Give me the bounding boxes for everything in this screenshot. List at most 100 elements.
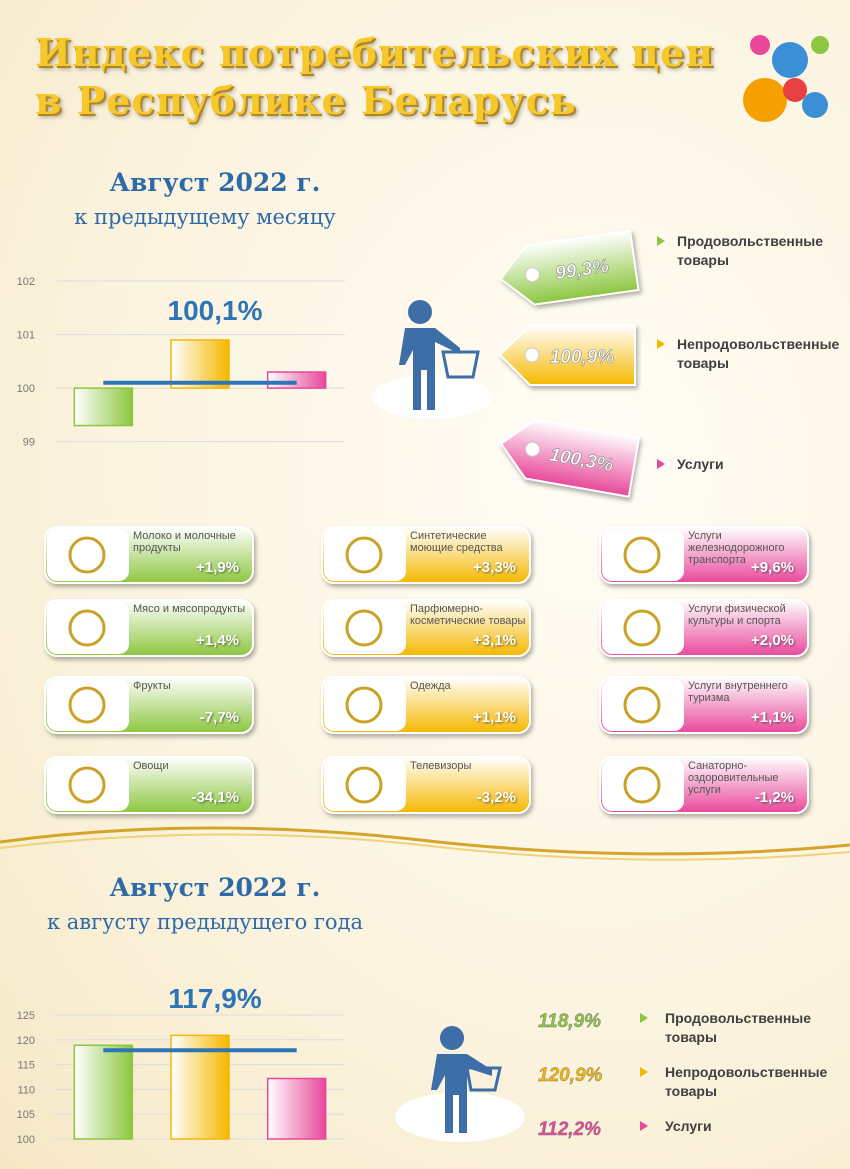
total-label: 117,9% — [168, 983, 262, 1014]
divider — [0, 833, 850, 861]
card-icon-area — [602, 759, 684, 811]
title-line: в Республике Беларусь — [35, 78, 577, 123]
legend-label: Продовольственные товары — [665, 1010, 812, 1045]
tag-hole — [524, 267, 540, 283]
card-label: Услуги железнодорожного транспорта — [688, 530, 785, 566]
legend-marker — [657, 339, 665, 349]
card-label: Овощи — [133, 760, 169, 772]
person-icon — [395, 1026, 525, 1142]
value-label: 120,9% — [538, 1065, 603, 1086]
legend-marker — [657, 236, 665, 246]
y-tick-label: 105 — [17, 1109, 35, 1121]
card-value: -34,1% — [191, 789, 239, 806]
card-icon-area — [324, 529, 406, 581]
card-value: +1,1% — [473, 709, 516, 726]
card-icon — [345, 609, 383, 647]
value-tag: 99,3% — [499, 229, 640, 306]
tag-shape — [499, 229, 640, 306]
card-icon — [623, 536, 661, 574]
card-label: Мясо и мясопродукты — [133, 603, 246, 615]
legend-label: Непродовольственные товары — [665, 1064, 828, 1099]
card-label: Молоко и молочные продукты — [133, 530, 236, 554]
card-label: Услуги внутреннего туризма — [688, 680, 788, 704]
card-value: -3,2% — [476, 789, 516, 806]
card-label: Фрукты — [133, 680, 171, 692]
card-label: Одежда — [410, 680, 451, 692]
card-icon-area — [47, 759, 129, 811]
card-value: +3,3% — [473, 559, 516, 576]
card-icon-area — [47, 679, 129, 731]
legend-marker — [640, 1067, 648, 1077]
tag-shape — [499, 418, 641, 498]
card-icon-area — [602, 529, 684, 581]
total-label: 100,1% — [168, 295, 263, 326]
legend-marker — [640, 1013, 648, 1023]
value-tag: 100,9% — [498, 324, 636, 386]
value-label: 112,2% — [538, 1119, 601, 1140]
chart-title: Август 2022 г. — [109, 168, 321, 197]
y-tick-label: 100 — [17, 383, 35, 395]
logo-icon — [743, 35, 829, 122]
legend-marker — [640, 1121, 648, 1131]
y-tick-label: 110 — [17, 1084, 35, 1096]
card-value: +1,1% — [751, 709, 794, 726]
legend-label: Услуги — [665, 1118, 712, 1134]
y-tick-label: 125 — [17, 1010, 35, 1022]
card-value: -7,7% — [199, 709, 239, 726]
card-icon-area — [324, 602, 406, 654]
card-value: +1,4% — [196, 632, 239, 649]
card-label: Парфюмерно-косметические товары — [410, 603, 526, 627]
card-label: Телевизоры — [410, 760, 472, 772]
card-icon — [623, 766, 661, 804]
legend-label: Услуги — [677, 456, 724, 472]
bar — [73, 387, 134, 427]
y-tick-label: 102 — [17, 276, 35, 288]
card-value: +9,6% — [751, 559, 794, 576]
card-icon-area — [47, 529, 129, 581]
y-tick-label: 101 — [17, 330, 35, 342]
y-tick-label: 99 — [23, 437, 35, 449]
value-label: 100,9% — [550, 347, 615, 368]
person-icon — [372, 300, 492, 419]
value-tag: 100,3% — [499, 418, 641, 498]
card-icon — [68, 609, 106, 647]
title-line: Индекс потребительских цен — [35, 30, 715, 75]
bar — [266, 1077, 327, 1140]
y-tick-label: 120 — [17, 1035, 35, 1047]
card-icon-area — [324, 759, 406, 811]
bar — [266, 371, 327, 389]
value-label: 118,9% — [538, 1011, 601, 1032]
card-label: Синтетические моющие средства — [410, 530, 503, 554]
bar — [73, 1044, 134, 1140]
tag-hole — [525, 441, 541, 457]
chart-subtitle: к предыдущему месяцу — [74, 205, 336, 229]
card-label: Санаторно-оздоровительные услуги — [688, 760, 779, 796]
divider — [0, 826, 850, 856]
card-icon — [345, 766, 383, 804]
card-icon — [345, 536, 383, 574]
bar — [170, 1034, 230, 1140]
y-tick-label: 115 — [17, 1060, 35, 1072]
legend-label: Непродовольственные товары — [677, 336, 840, 371]
card-icon-area — [324, 679, 406, 731]
card-label: Услуги физической культуры и спорта — [688, 603, 786, 627]
tag-hole — [524, 347, 540, 363]
card-icon — [623, 609, 661, 647]
tag-shape — [498, 324, 636, 386]
legend-marker — [657, 459, 665, 469]
card-icon — [68, 686, 106, 724]
card-icon — [68, 766, 106, 804]
card-icon-area — [602, 679, 684, 731]
card-value: -1,2% — [754, 789, 794, 806]
card-icon-area — [602, 602, 684, 654]
card-value: +3,1% — [473, 632, 516, 649]
card-value: +2,0% — [751, 632, 794, 649]
card-value: +1,9% — [196, 559, 239, 576]
bar — [170, 339, 230, 389]
y-tick-label: 100 — [17, 1134, 35, 1146]
card-icon-area — [47, 602, 129, 654]
card-icon — [623, 686, 661, 724]
card-icon — [68, 536, 106, 574]
